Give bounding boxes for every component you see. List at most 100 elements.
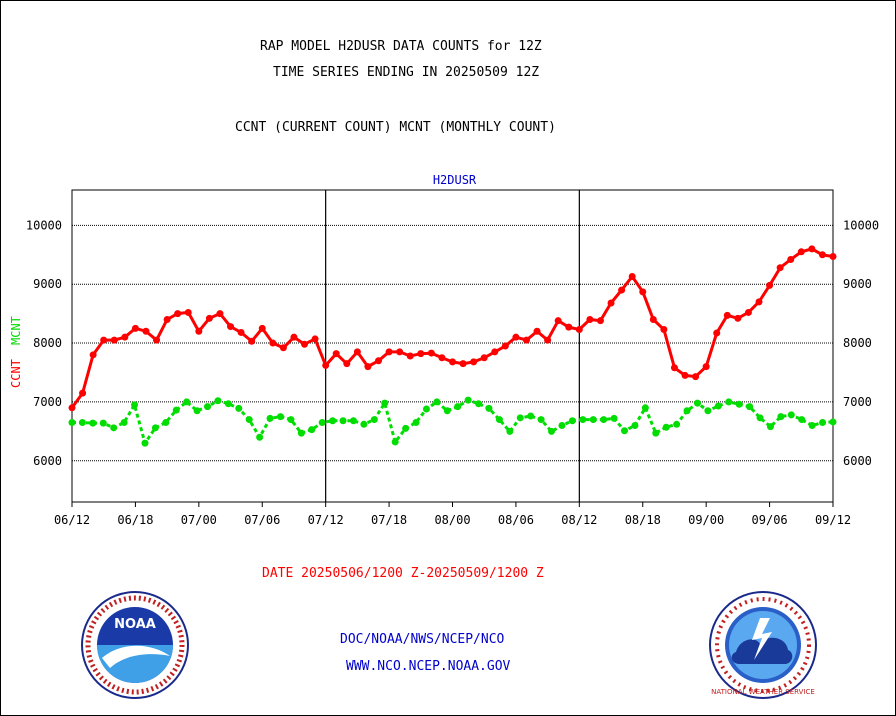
data-point-ccnt bbox=[417, 350, 425, 358]
data-point-ccnt bbox=[755, 298, 763, 306]
data-point-ccnt bbox=[544, 336, 552, 344]
data-point-ccnt bbox=[322, 361, 330, 369]
data-point-ccnt bbox=[449, 358, 456, 366]
data-point-mcnt bbox=[131, 401, 139, 409]
chart-panel-title: H2DUSR bbox=[433, 173, 477, 187]
data-point-mcnt bbox=[766, 423, 774, 431]
data-point-mcnt bbox=[245, 416, 253, 424]
data-point-mcnt bbox=[433, 398, 441, 406]
org-link[interactable]: DOC/NOAA/NWS/NCEP/NCO bbox=[340, 632, 505, 647]
data-point-ccnt bbox=[258, 324, 266, 332]
data-point-ccnt bbox=[713, 329, 721, 337]
data-point-ccnt bbox=[818, 251, 826, 259]
data-point-mcnt bbox=[99, 419, 107, 427]
y-tick-label-right: 7000 bbox=[843, 395, 872, 409]
data-point-ccnt bbox=[353, 348, 361, 356]
data-point-mcnt bbox=[370, 416, 378, 424]
data-point-ccnt bbox=[227, 323, 235, 331]
data-point-ccnt bbox=[480, 354, 488, 362]
data-point-ccnt bbox=[343, 360, 351, 368]
data-point-ccnt bbox=[385, 348, 393, 356]
chart-subtitle: CCNT (CURRENT COUNT) MCNT (MONTHLY COUNT… bbox=[235, 120, 556, 135]
data-point-ccnt bbox=[406, 352, 414, 360]
y-tick-label-right: 10000 bbox=[843, 218, 879, 232]
data-point-mcnt bbox=[798, 416, 806, 424]
y-tick-label-right: 8000 bbox=[843, 336, 872, 350]
data-point-ccnt bbox=[554, 317, 562, 325]
data-point-ccnt bbox=[470, 358, 478, 366]
data-point-mcnt bbox=[162, 419, 170, 427]
data-point-ccnt bbox=[797, 248, 805, 256]
chart-title-line1: RAP MODEL H2DUSR DATA COUNTS for 12Z bbox=[260, 39, 542, 54]
x-tick-label: 06/18 bbox=[117, 513, 153, 527]
data-point-mcnt bbox=[308, 426, 316, 434]
data-point-ccnt bbox=[670, 364, 678, 372]
data-point-ccnt bbox=[427, 349, 435, 357]
data-point-ccnt bbox=[607, 299, 615, 307]
data-point-mcnt bbox=[735, 400, 743, 408]
data-point-ccnt bbox=[269, 339, 277, 347]
data-point-mcnt bbox=[339, 417, 347, 425]
data-point-ccnt bbox=[628, 273, 636, 281]
data-point-mcnt bbox=[652, 429, 660, 437]
y-axis-label-mcnt: MCNT bbox=[9, 316, 23, 345]
data-point-mcnt bbox=[600, 416, 608, 424]
data-point-mcnt bbox=[673, 420, 681, 428]
y-tick-label-left: 6000 bbox=[33, 454, 62, 468]
data-point-mcnt bbox=[610, 414, 618, 422]
plot-frame bbox=[71, 189, 834, 503]
chart-title-line2: TIME SERIES ENDING IN 20250509 12Z bbox=[273, 65, 540, 80]
y-tick-label-left: 8000 bbox=[33, 336, 62, 350]
data-point-mcnt bbox=[120, 419, 128, 427]
data-point-mcnt bbox=[704, 407, 712, 415]
data-point-mcnt bbox=[725, 398, 733, 406]
data-point-mcnt bbox=[256, 433, 264, 441]
data-point-mcnt bbox=[631, 421, 639, 429]
data-point-mcnt bbox=[318, 419, 326, 427]
y-tick-label-left: 10000 bbox=[26, 218, 62, 232]
x-tick-label: 06/12 bbox=[54, 513, 90, 527]
data-point-mcnt bbox=[495, 416, 503, 424]
x-tick-label: 07/06 bbox=[244, 513, 280, 527]
y-tick-label-right: 9000 bbox=[843, 277, 872, 291]
data-point-ccnt bbox=[332, 350, 340, 358]
data-point-ccnt bbox=[586, 316, 594, 324]
data-point-mcnt bbox=[746, 403, 754, 411]
data-point-ccnt bbox=[290, 333, 298, 341]
data-point-ccnt bbox=[723, 311, 731, 319]
data-point-ccnt bbox=[301, 340, 309, 348]
data-point-mcnt bbox=[589, 416, 597, 424]
data-point-ccnt bbox=[184, 308, 192, 316]
x-tick-label: 09/00 bbox=[688, 513, 724, 527]
data-point-mcnt bbox=[454, 403, 462, 411]
data-point-mcnt bbox=[485, 404, 493, 412]
data-point-ccnt bbox=[195, 327, 203, 335]
data-point-ccnt bbox=[649, 316, 657, 324]
data-point-mcnt bbox=[391, 438, 399, 446]
data-point-mcnt bbox=[214, 397, 222, 405]
data-point-mcnt bbox=[297, 429, 305, 437]
data-point-mcnt bbox=[193, 407, 201, 415]
x-tick-label: 09/06 bbox=[752, 513, 788, 527]
data-point-mcnt bbox=[110, 424, 118, 432]
data-point-ccnt bbox=[681, 371, 689, 379]
data-point-ccnt bbox=[787, 255, 795, 263]
x-tick-label: 08/18 bbox=[625, 513, 661, 527]
data-point-mcnt bbox=[443, 407, 451, 415]
data-point-ccnt bbox=[100, 336, 108, 344]
data-point-mcnt bbox=[693, 399, 701, 407]
data-point-mcnt bbox=[537, 416, 545, 424]
data-point-ccnt bbox=[131, 324, 139, 332]
website-link[interactable]: WWW.NCO.NCEP.NOAA.GOV bbox=[346, 659, 511, 674]
data-point-ccnt bbox=[596, 317, 604, 325]
data-point-mcnt bbox=[360, 420, 368, 428]
data-point-ccnt bbox=[575, 326, 583, 334]
data-point-mcnt bbox=[756, 414, 764, 422]
data-point-ccnt bbox=[565, 323, 573, 331]
data-point-ccnt bbox=[660, 326, 668, 334]
data-point-mcnt bbox=[829, 418, 837, 426]
data-point-ccnt bbox=[216, 310, 224, 318]
data-point-mcnt bbox=[516, 414, 524, 422]
data-point-mcnt bbox=[641, 404, 649, 412]
